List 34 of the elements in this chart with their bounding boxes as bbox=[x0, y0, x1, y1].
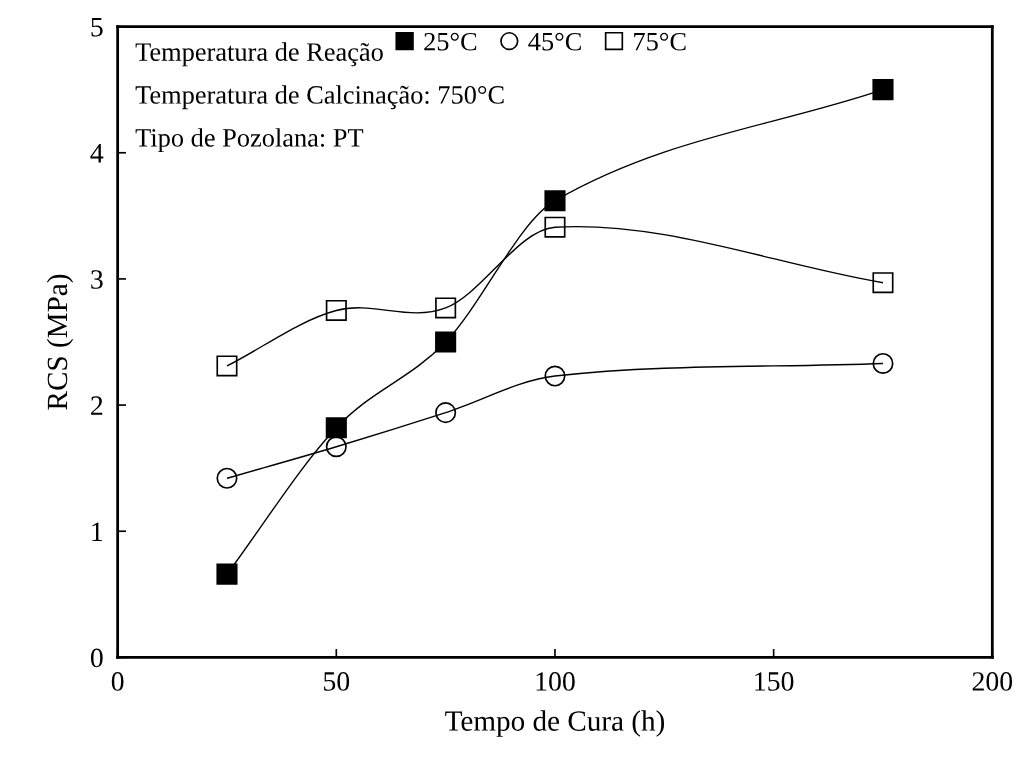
point bbox=[872, 79, 894, 101]
point bbox=[435, 402, 457, 424]
x-axis-title: Tempo de Cura (h) bbox=[445, 710, 665, 737]
point bbox=[216, 355, 238, 377]
x-tick-label: 50 bbox=[324, 672, 350, 691]
legend-label: 45°C bbox=[528, 32, 581, 51]
y-tick-label: 0 bbox=[90, 648, 103, 668]
point bbox=[872, 272, 894, 294]
y-tick-label: 4 bbox=[90, 144, 104, 163]
x-tick-label: 0 bbox=[111, 672, 124, 691]
x-tick-label: 100 bbox=[536, 672, 575, 691]
y-tick-label: 2 bbox=[91, 396, 103, 415]
annotation: Temperatura de Calcinação: 750°C bbox=[135, 85, 504, 110]
x-tick-label: 200 bbox=[972, 672, 1013, 691]
y-axis-title: RCS (MPa) bbox=[46, 274, 74, 410]
legend-label: 25°C bbox=[424, 32, 477, 51]
x-tick-label: 150 bbox=[755, 672, 794, 691]
point bbox=[435, 297, 457, 319]
point bbox=[216, 563, 238, 585]
y-tick-label: 3 bbox=[91, 270, 103, 289]
point bbox=[325, 417, 347, 439]
annotation: Tipo de Pozolana: PT bbox=[135, 128, 364, 153]
point bbox=[544, 216, 566, 238]
point bbox=[216, 467, 238, 489]
legend-title: Temperatura de Reação bbox=[135, 42, 383, 67]
legend-label: 75°C bbox=[634, 32, 686, 51]
point bbox=[325, 299, 347, 322]
point bbox=[544, 365, 566, 387]
y-tick-label: 1 bbox=[92, 522, 103, 541]
point bbox=[544, 190, 566, 212]
y-tick-label: 5 bbox=[91, 18, 103, 37]
point bbox=[872, 352, 894, 375]
point bbox=[325, 436, 347, 458]
point bbox=[435, 331, 457, 353]
